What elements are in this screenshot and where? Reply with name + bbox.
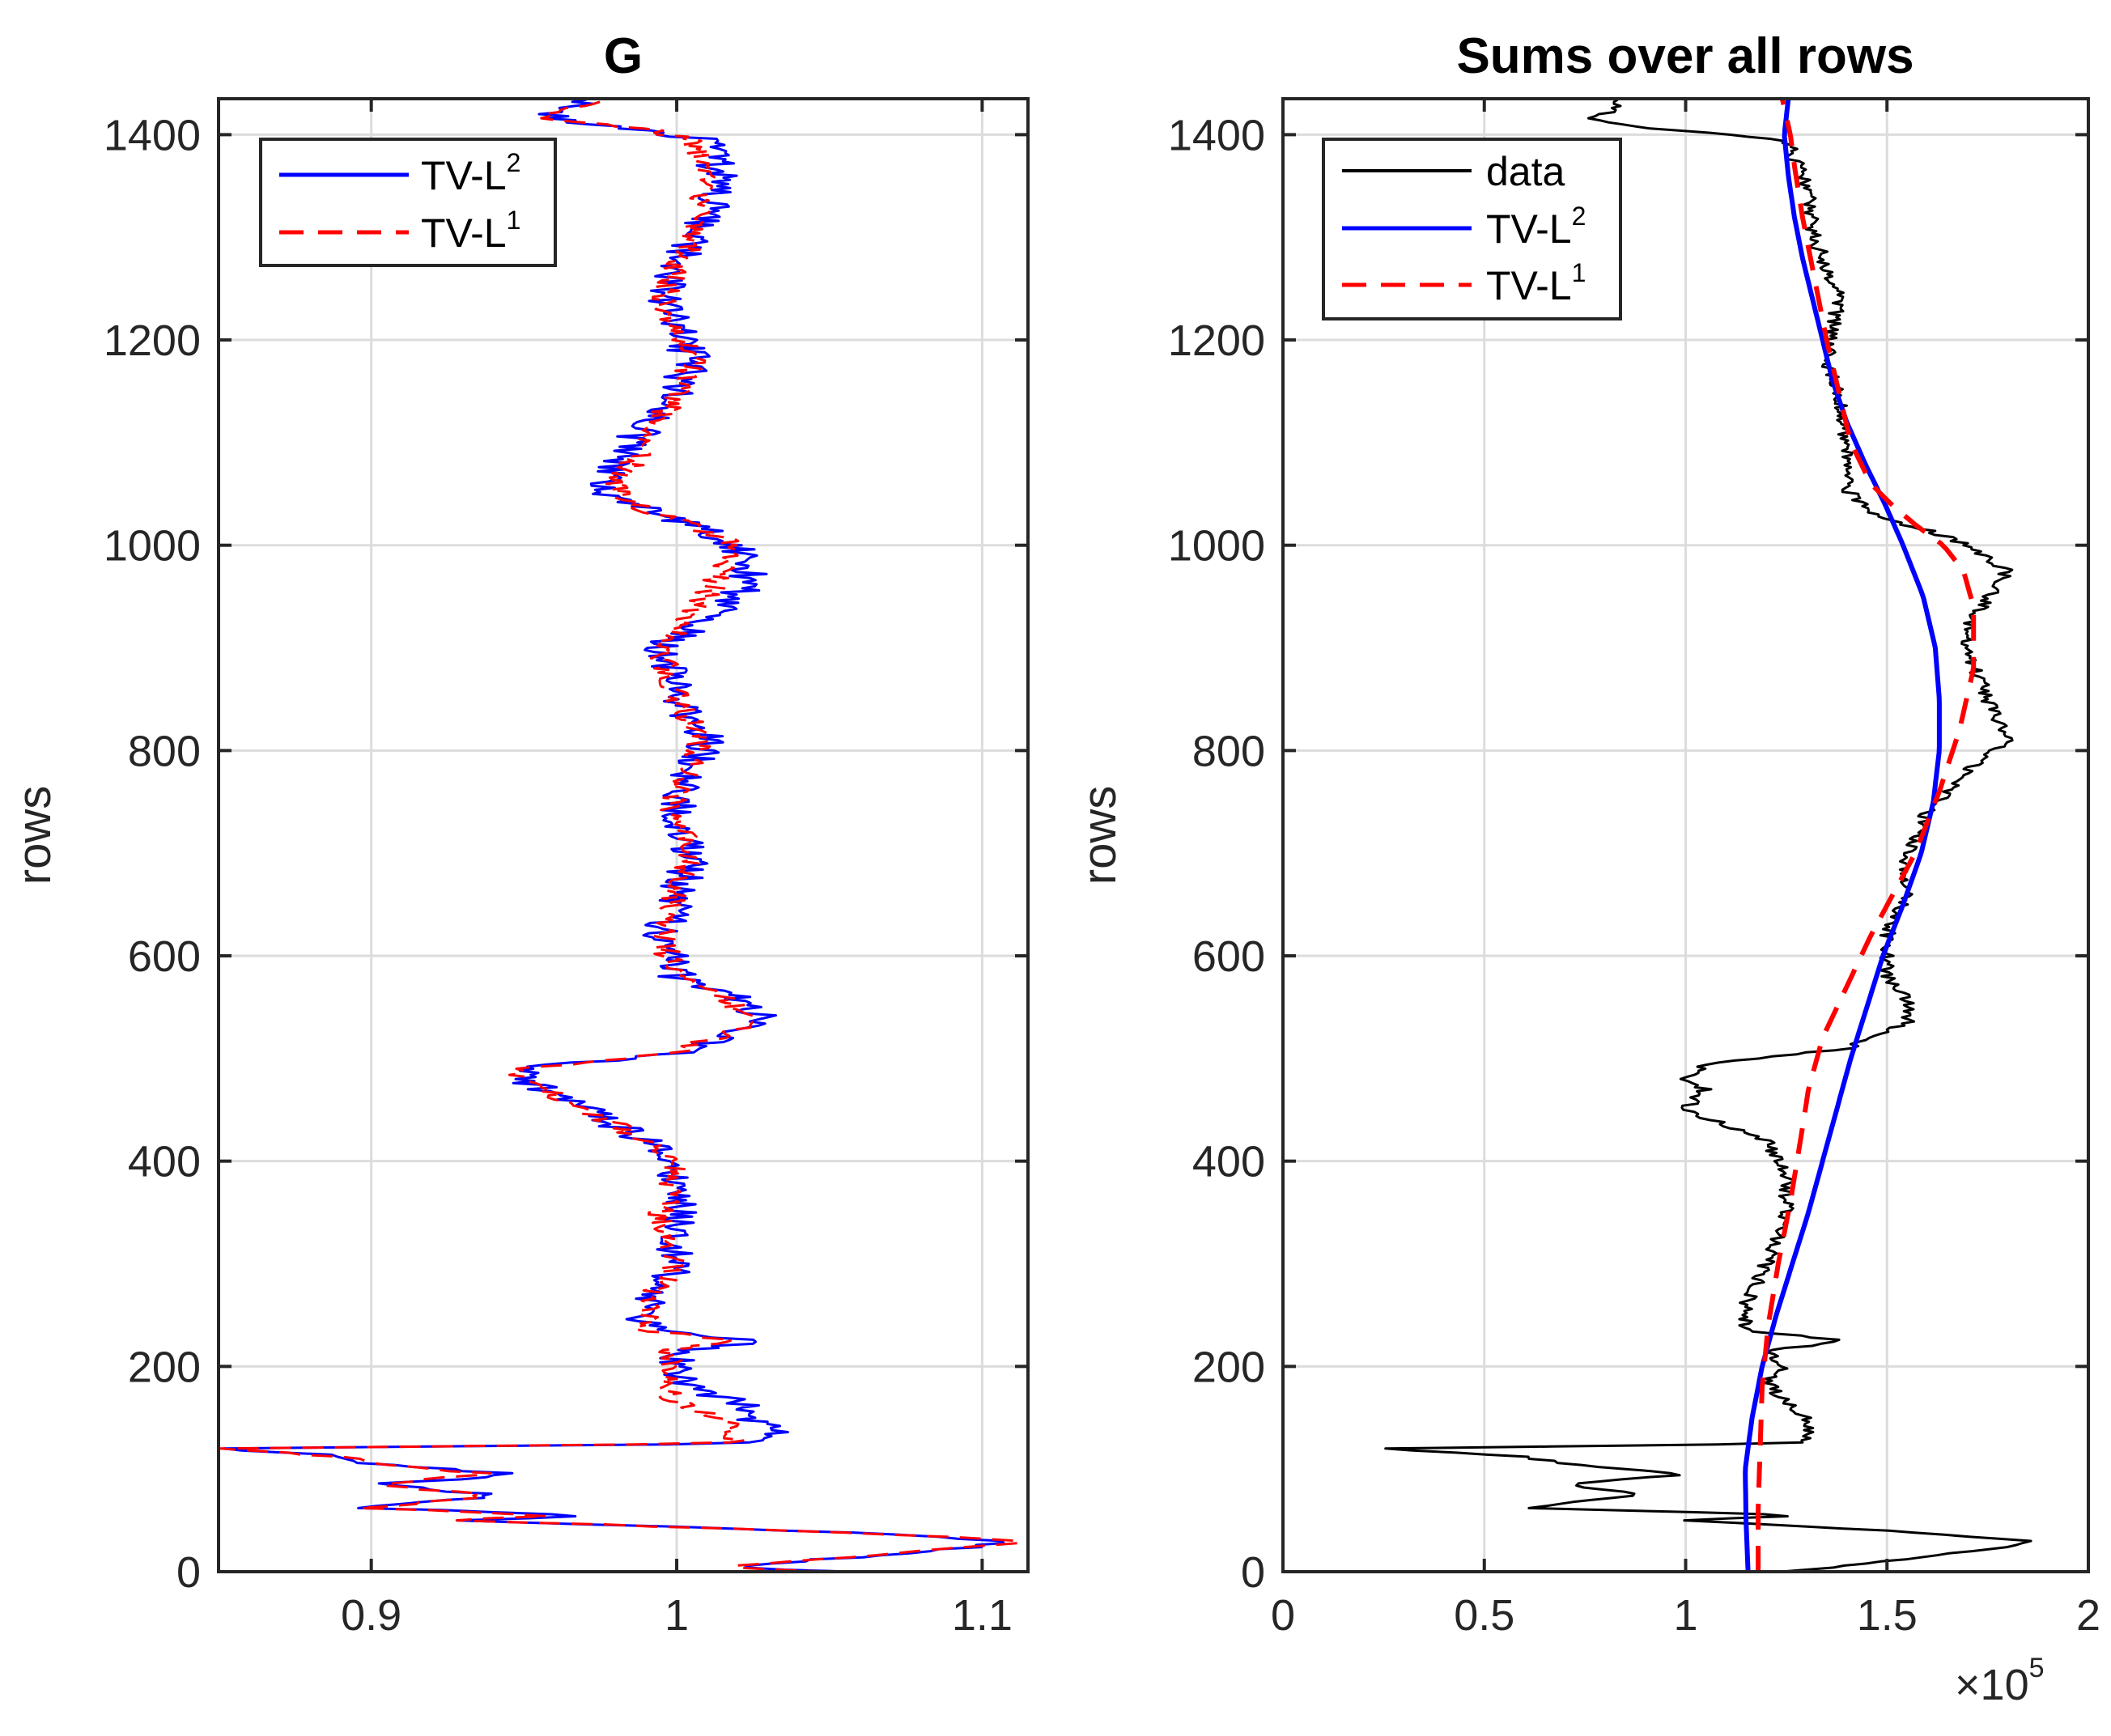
- legend-label-base: data: [1486, 149, 1565, 194]
- legend: TV-L2 TV-L1: [259, 138, 557, 267]
- y-tick-label: 0: [1241, 1548, 1265, 1597]
- x-tick-label: 2: [2076, 1591, 2100, 1640]
- y-tick-label: 1000: [104, 522, 201, 571]
- y-tick-label: 200: [128, 1343, 201, 1391]
- series-line-tv-l1: [1756, 99, 1977, 1572]
- y-tick-labels: 0 200 400 600 800 1000 1200 1400: [1168, 111, 1265, 1597]
- plot-area: [219, 99, 1028, 1572]
- x-tick-label: 1: [1673, 1591, 1697, 1640]
- panel-sums: 0 200 400 600 800 1000 1200 1400 0 0.5 1 1.5 2 Sums…: [1073, 28, 2100, 1709]
- y-tick-label: 600: [1192, 932, 1265, 981]
- y-tick-label: 600: [128, 932, 201, 981]
- y-tick-label: 1400: [104, 111, 201, 159]
- legend-item-tvl2: TV-L2: [421, 148, 520, 198]
- chart-title: Sums over all rows: [1456, 28, 1913, 84]
- legend-item-tvl1: TV-L1: [421, 206, 520, 256]
- legend-box: [259, 138, 557, 267]
- legend-item-tvl2: TV-L2: [1486, 202, 1586, 252]
- y-axis-label: rows: [8, 786, 61, 885]
- x-tick-label: 1.1: [952, 1591, 1013, 1640]
- legend-label-base: TV-L: [1486, 206, 1572, 252]
- series-layer: [1384, 99, 2032, 1572]
- legend: data TV-L2 TV-L1: [1322, 138, 1622, 320]
- y-tick-label: 400: [1192, 1138, 1265, 1186]
- multiplier-exponent: 5: [2029, 1653, 2045, 1683]
- x-axis-multiplier: ×105: [1955, 1653, 2045, 1709]
- x-tick-labels: 0 0.5 1 1.5 2: [1271, 1591, 2100, 1640]
- x-tick-label: 0.5: [1454, 1591, 1514, 1640]
- y-tick-labels: 0 200 400 600 800 1000 1200 1400: [104, 111, 201, 1597]
- legend-label-superscript: 2: [507, 148, 521, 177]
- x-tick-label: 1: [665, 1591, 689, 1640]
- axes-box: [217, 97, 1030, 1573]
- y-tick-label: 800: [1192, 727, 1265, 775]
- x-tick-label: 1.5: [1857, 1591, 1918, 1640]
- legend-label-base: TV-L: [1486, 263, 1572, 308]
- y-tick-label: 1200: [1168, 316, 1265, 365]
- tick-marks: [219, 99, 1028, 1573]
- y-tick-label: 800: [128, 727, 201, 775]
- legend-label-base: TV-L: [421, 210, 507, 256]
- x-tick-labels: 0.9 1 1.1: [341, 1591, 1013, 1640]
- legend-label-superscript: 1: [507, 206, 521, 235]
- series-layer: [219, 99, 1022, 1572]
- series-line-tv-l1: [219, 99, 1022, 1572]
- legend-item-tvl1: TV-L1: [1486, 258, 1586, 308]
- y-tick-label: 400: [128, 1138, 201, 1186]
- y-axis-label: rows: [1073, 786, 1126, 885]
- legend-label-base: TV-L: [421, 153, 507, 198]
- x-tick-label: 0.9: [341, 1591, 401, 1640]
- y-tick-label: 1400: [1168, 111, 1265, 159]
- chart-title: G: [604, 28, 643, 84]
- multiplier-base: ×10: [1955, 1661, 2029, 1709]
- x-tick-label: 0: [1271, 1591, 1295, 1640]
- y-tick-label: 0: [176, 1548, 201, 1597]
- legend-item-data: data: [1486, 149, 1565, 194]
- panel-g: 0 200 400 600 800 1000 1200 1400 0.9 1 1.1 G rows…: [8, 28, 1030, 1640]
- series-line-tv-l2: [1743, 99, 1942, 1572]
- y-tick-label: 1200: [104, 316, 201, 365]
- grid: [219, 99, 1028, 1573]
- legend-label-superscript: 1: [1572, 258, 1586, 287]
- legend-label-superscript: 2: [1572, 202, 1586, 231]
- tick-marks: [1281, 99, 2090, 1573]
- y-tick-label: 1000: [1168, 522, 1265, 571]
- y-tick-label: 200: [1192, 1343, 1265, 1391]
